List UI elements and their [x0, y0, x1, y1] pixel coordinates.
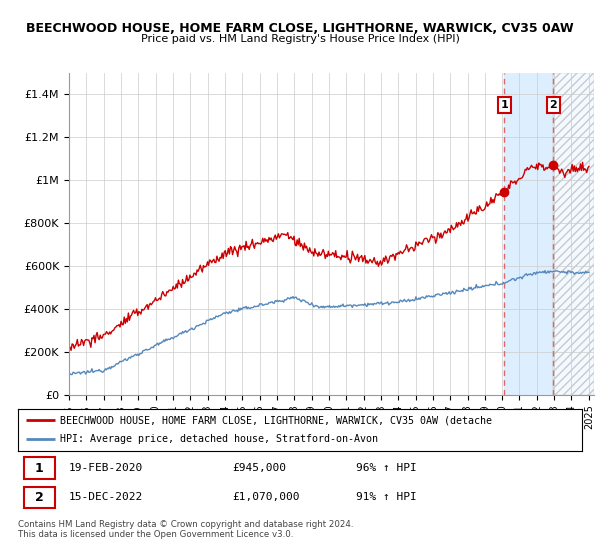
Text: Contains HM Land Registry data © Crown copyright and database right 2024.
This d: Contains HM Land Registry data © Crown c… — [18, 520, 353, 539]
Bar — [505, 73, 553, 395]
Bar — [553, 73, 594, 395]
Text: 19-FEB-2020: 19-FEB-2020 — [69, 463, 143, 473]
Text: BEECHWOOD HOUSE, HOME FARM CLOSE, LIGHTHORNE, WARWICK, CV35 0AW: BEECHWOOD HOUSE, HOME FARM CLOSE, LIGHTH… — [26, 22, 574, 35]
Text: 91% ↑ HPI: 91% ↑ HPI — [356, 492, 417, 502]
Text: 15-DEC-2022: 15-DEC-2022 — [69, 492, 143, 502]
Text: £1,070,000: £1,070,000 — [232, 492, 300, 502]
Text: 2: 2 — [550, 100, 557, 110]
Text: HPI: Average price, detached house, Stratford-on-Avon: HPI: Average price, detached house, Stra… — [60, 435, 379, 445]
Text: BEECHWOOD HOUSE, HOME FARM CLOSE, LIGHTHORNE, WARWICK, CV35 0AW (detache: BEECHWOOD HOUSE, HOME FARM CLOSE, LIGHTH… — [60, 415, 493, 425]
Text: 1: 1 — [500, 100, 508, 110]
Bar — [553, 73, 594, 395]
Bar — [23, 457, 55, 479]
Text: 96% ↑ HPI: 96% ↑ HPI — [356, 463, 417, 473]
Bar — [23, 487, 55, 508]
Text: £945,000: £945,000 — [232, 463, 286, 473]
Text: 2: 2 — [35, 491, 44, 504]
Text: Price paid vs. HM Land Registry's House Price Index (HPI): Price paid vs. HM Land Registry's House … — [140, 34, 460, 44]
Text: 1: 1 — [35, 461, 44, 474]
